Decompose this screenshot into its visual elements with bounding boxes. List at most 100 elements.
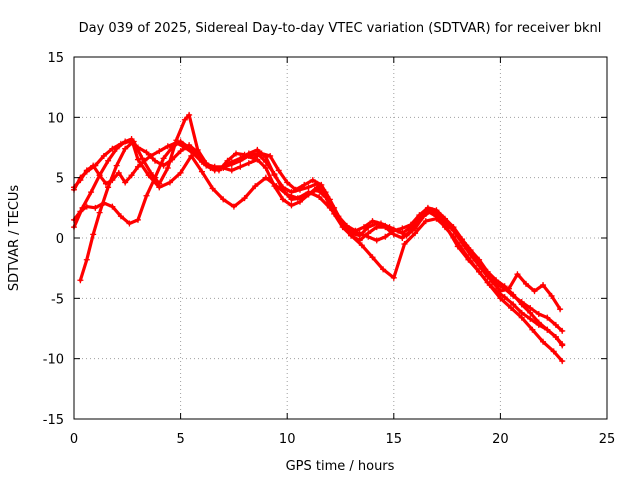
data-point — [122, 145, 129, 152]
data-point — [510, 291, 517, 298]
data-point — [209, 185, 216, 192]
data-point — [181, 144, 188, 151]
y-tick-label: -10 — [43, 353, 64, 368]
data-point — [233, 150, 240, 157]
data-point — [518, 314, 525, 321]
data-point — [527, 309, 534, 316]
data-point — [186, 111, 193, 118]
data-point — [262, 174, 269, 181]
data-point — [77, 177, 84, 184]
data-point — [294, 195, 301, 202]
data-point — [529, 326, 536, 333]
data-point — [463, 242, 470, 249]
data-point — [531, 288, 538, 295]
data-point — [92, 204, 99, 211]
data-point — [296, 198, 303, 205]
data-point — [505, 285, 512, 292]
data-point — [262, 158, 269, 165]
data-point — [352, 227, 359, 234]
data-point — [476, 268, 483, 275]
data-point — [143, 149, 150, 156]
data-point — [480, 266, 487, 273]
data-point — [446, 221, 453, 228]
data-point — [318, 181, 325, 188]
data-point — [535, 311, 542, 318]
data-point — [100, 152, 107, 159]
data-point — [262, 165, 269, 172]
data-point — [309, 177, 316, 184]
data-point — [497, 288, 504, 295]
data-point — [395, 227, 402, 234]
data-point — [390, 274, 397, 281]
data-point — [109, 177, 116, 184]
data-point — [117, 213, 124, 220]
data-point — [267, 152, 274, 159]
data-point — [156, 148, 163, 155]
data-point — [316, 193, 323, 200]
data-point — [77, 277, 84, 284]
data-point — [420, 213, 427, 220]
x-tick-label: 25 — [599, 432, 616, 447]
data-point — [181, 116, 188, 123]
data-point — [90, 231, 97, 238]
data-point — [559, 327, 566, 334]
data-point — [378, 220, 385, 227]
data-point — [471, 254, 478, 261]
data-point — [190, 150, 197, 157]
data-point — [382, 233, 389, 240]
data-point — [164, 165, 171, 172]
data-point — [115, 169, 122, 176]
data-point — [194, 146, 201, 153]
data-point — [486, 282, 493, 289]
data-point — [314, 184, 321, 191]
axis-ticks: 0 5 10 15 20 25 -15 -10 -5 0 5 10 15 — [43, 51, 616, 447]
y-tick-label: 15 — [47, 51, 64, 66]
data-point — [424, 204, 431, 211]
data-point — [275, 167, 282, 174]
data-point — [186, 142, 193, 149]
data-point — [160, 162, 167, 169]
y-axis-label: SDTVAR / TECUs — [7, 185, 22, 292]
data-point — [407, 221, 414, 228]
data-point — [177, 148, 184, 155]
data-point — [527, 315, 534, 322]
data-point — [237, 157, 244, 164]
data-point — [380, 266, 387, 273]
data-point — [559, 358, 566, 365]
data-point — [230, 203, 237, 210]
data-point — [160, 155, 167, 162]
data-point — [552, 333, 559, 340]
data-point — [369, 254, 376, 261]
data-point — [156, 184, 163, 191]
data-point — [258, 150, 265, 157]
data-point — [252, 183, 259, 190]
data-point — [134, 156, 141, 163]
data-point — [224, 157, 231, 164]
data-point — [288, 189, 295, 196]
y-tick-label: -5 — [51, 292, 64, 307]
data-point — [128, 136, 135, 143]
data-point — [360, 224, 367, 231]
data-point — [550, 348, 557, 355]
data-point — [152, 157, 159, 164]
data-point — [90, 162, 97, 169]
data-point — [279, 196, 286, 203]
data-point — [301, 181, 308, 188]
data-point — [147, 152, 154, 159]
data-point — [373, 224, 380, 231]
data-point — [271, 171, 278, 178]
x-axis-label: GPS time / hours — [286, 459, 395, 474]
data-point — [128, 172, 135, 179]
data-point — [518, 301, 525, 308]
data-point — [559, 342, 566, 349]
data-point — [166, 179, 173, 186]
data-point — [412, 225, 419, 232]
data-point — [96, 172, 103, 179]
data-point — [105, 184, 112, 191]
data-point — [365, 233, 372, 240]
data-point — [145, 172, 152, 179]
data-point — [173, 139, 180, 146]
series-line — [78, 113, 564, 347]
x-tick-label: 5 — [176, 432, 184, 447]
